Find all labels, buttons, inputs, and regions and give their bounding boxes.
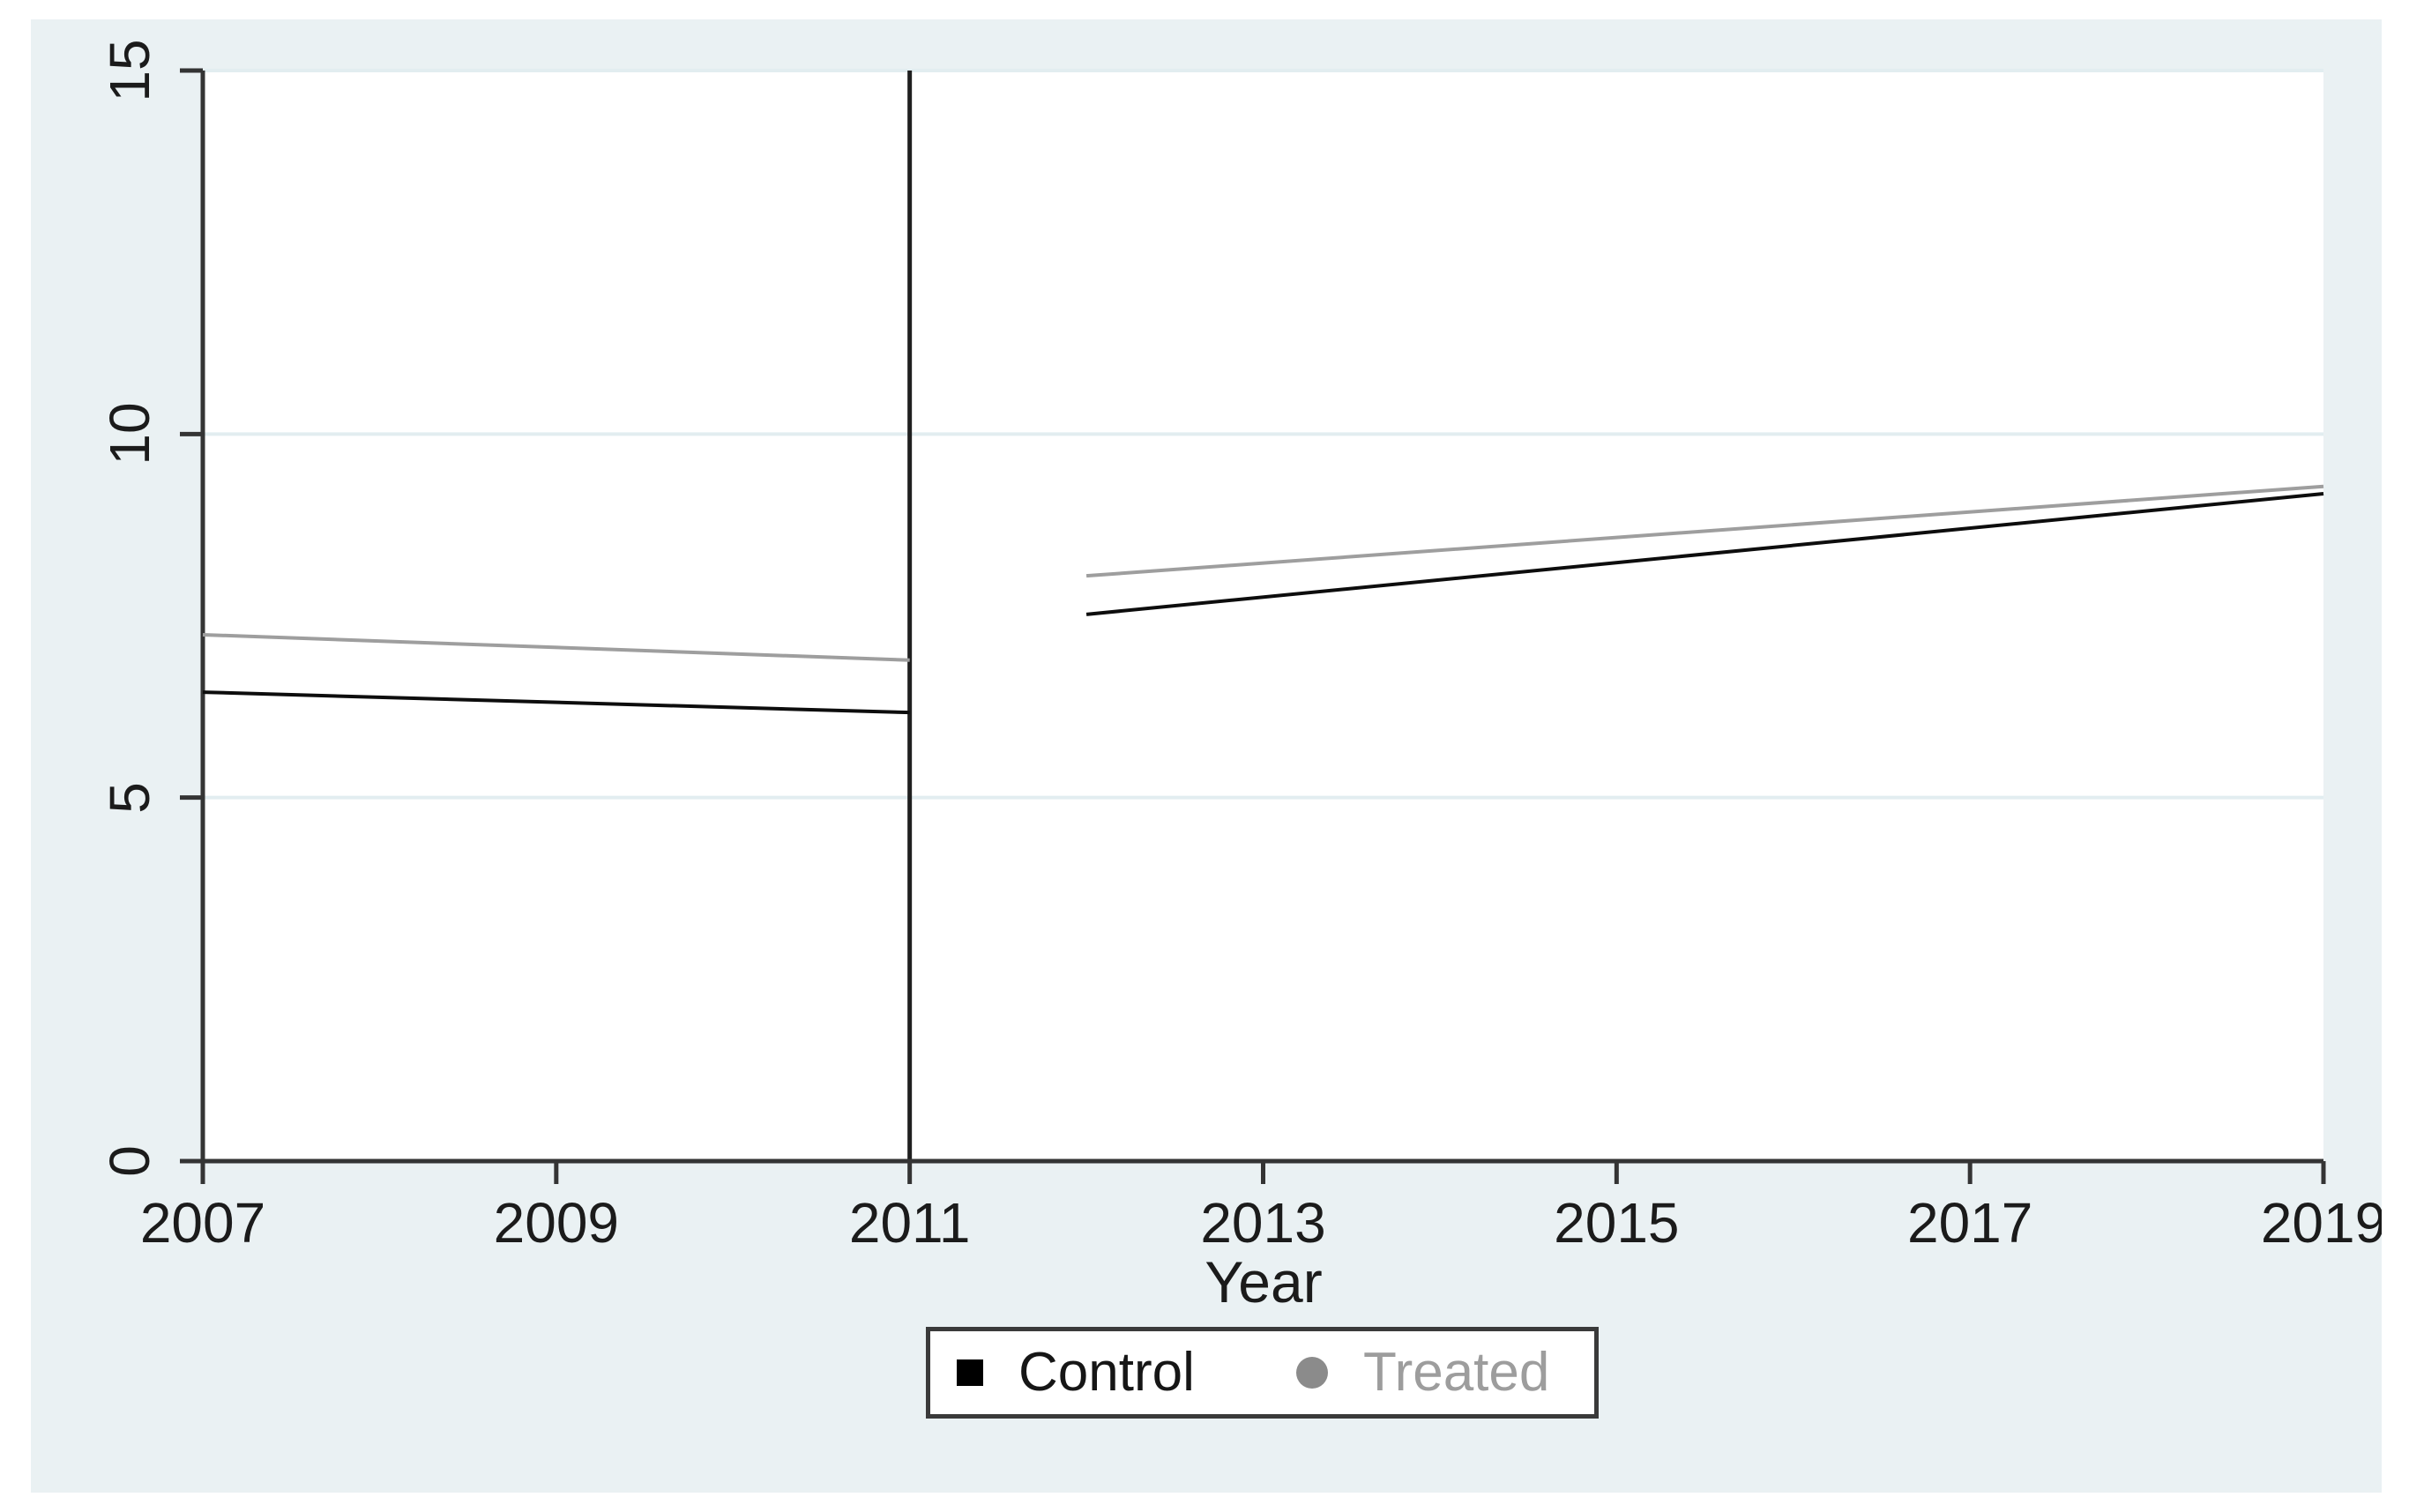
x-axis-title: Year [1204, 1249, 1323, 1315]
x-tick-label: 2015 [1554, 1191, 1680, 1255]
x-tick-label: 2017 [1906, 1191, 2033, 1255]
x-tick-label: 2011 [848, 1191, 971, 1255]
x-tick-label: 2009 [493, 1191, 620, 1255]
x-tick-label: 2007 [139, 1191, 266, 1255]
y-tick-label: 5 [98, 781, 161, 814]
series-line-control-post [1085, 491, 2324, 616]
y-tick-label: 10 [98, 402, 161, 466]
series-line-treated-post [1085, 484, 2324, 578]
x-tick-label: 2019 [2260, 1191, 2382, 1255]
figure-canvas: 0 5 10 15 2007 2009 2011 2013 2015 2017 2019 Year… [31, 19, 2382, 1493]
y-tick-label: 15 [98, 39, 161, 102]
x-tick-label: 2013 [1200, 1191, 1326, 1255]
plot-area [203, 71, 2323, 1161]
legend-item-control: Control [957, 1331, 1195, 1414]
legend-item-label: Control [1018, 1342, 1195, 1403]
treated-circle-marker-icon [1296, 1357, 1328, 1389]
legend-item-treated: Treated [1296, 1331, 1549, 1414]
y-tick-label: 0 [98, 1145, 161, 1177]
legend-box: Control Treated [926, 1327, 1599, 1419]
series-line-treated-pre [202, 632, 910, 662]
chart-svg [180, 68, 2326, 1184]
control-square-marker-icon [957, 1359, 983, 1386]
legend-item-label: Treated [1363, 1342, 1550, 1403]
series-line-control-pre [202, 690, 910, 715]
